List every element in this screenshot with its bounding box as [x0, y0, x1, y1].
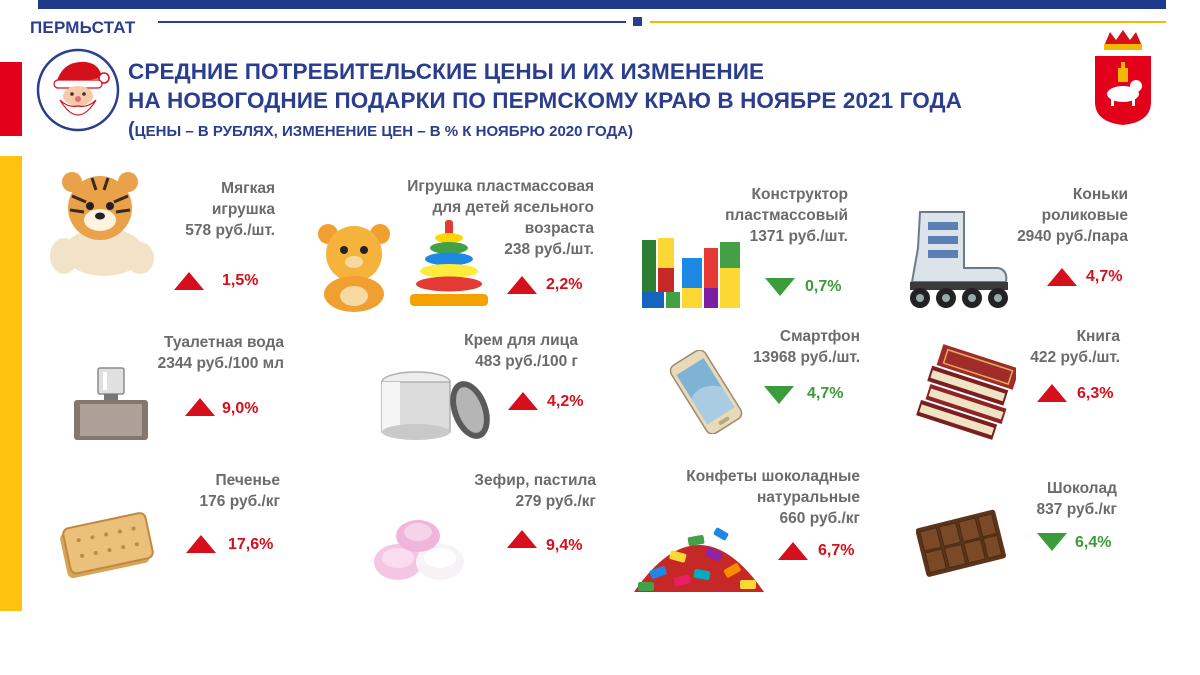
item-price: 660 руб./кг	[779, 510, 860, 527]
item-name: для детей ясельного	[432, 199, 594, 216]
item-price: 13968 руб./шт.	[753, 349, 860, 366]
item-label-chocolate: Шоколад 837 руб./кг	[1037, 478, 1117, 520]
chocolate-bar-icon	[916, 509, 1006, 577]
books-icon	[916, 344, 1016, 440]
increase-arrow-icon	[1037, 384, 1067, 402]
decrease-arrow-icon	[765, 278, 795, 296]
title-line-1: СРЕДНИЕ ПОТРЕБИТЕЛЬСКИЕ ЦЕНЫ И ИХ ИЗМЕНЕ…	[128, 59, 765, 84]
item-name: Книга	[1076, 328, 1120, 345]
item-change: 6,4%	[1075, 534, 1112, 551]
item-change: 9,4%	[546, 537, 583, 554]
decrease-arrow-icon	[764, 386, 794, 404]
perfume-bottle-icon	[74, 367, 148, 440]
item-price: 279 руб./кг	[515, 493, 596, 510]
item-label-roller-skates: Коньки роликовые 2940 руб./пара	[1017, 184, 1128, 247]
increase-arrow-icon	[1047, 268, 1077, 286]
item-name: натуральные	[756, 489, 860, 506]
item-name: роликовые	[1041, 207, 1128, 224]
item-name: Печенье	[215, 472, 280, 489]
item-change: 0,7%	[805, 278, 842, 295]
smartphone-icon	[669, 350, 743, 434]
item-price: 483 руб./100 г	[475, 353, 578, 370]
candies-icon	[634, 527, 764, 592]
item-price: 837 руб./кг	[1036, 501, 1117, 518]
page-subtitle: (ЦЕНЫ – В РУБЛЯХ, ИЗМЕНЕНИЕ ЦЕН – В % К …	[128, 119, 633, 142]
item-change: 4,7%	[807, 385, 844, 402]
item-name: Конфеты шоколадные	[686, 468, 860, 485]
biscuits-icon	[60, 512, 154, 579]
subtitle-text: ЦЕНЫ – В РУБЛЯХ, ИЗМЕНЕНИЕ ЦЕН – В % К Н…	[134, 123, 633, 140]
item-name: Коньки	[1072, 186, 1128, 203]
item-label-plush-toy: Мягкая игрушка 578 руб./шт.	[185, 178, 275, 241]
santa-logo-icon	[36, 48, 120, 132]
left-accent-red	[0, 62, 22, 136]
roller-skate-icon	[910, 211, 1008, 308]
increase-arrow-icon	[174, 272, 204, 290]
item-name: Шоколад	[1047, 480, 1117, 497]
item-label-face-cream: Крем для лица 483 руб./100 г	[464, 330, 578, 372]
item-name: Конструктор	[751, 186, 848, 203]
toy-bear-pyramid-icon	[318, 220, 488, 312]
item-price: 578 руб./шт.	[185, 222, 275, 239]
item-label-book: Книга 422 руб./шт.	[1030, 326, 1120, 368]
decrease-arrow-icon	[1037, 533, 1067, 551]
header-divider-gold	[650, 21, 1166, 23]
header-divider-square	[633, 17, 642, 26]
item-name: Туалетная вода	[164, 334, 284, 351]
item-label-marshmallow: Зефир, пастила 279 руб./кг	[474, 470, 596, 512]
item-change: 4,2%	[547, 393, 584, 410]
increase-arrow-icon	[507, 276, 537, 294]
item-change: 4,7%	[1086, 268, 1123, 285]
item-name: Зефир, пастила	[474, 472, 596, 489]
item-label-biscuits: Печенье 176 руб./кг	[200, 470, 280, 512]
item-price: 238 руб./шт.	[504, 241, 594, 258]
item-change: 2,2%	[546, 276, 583, 293]
brand-name: ПЕРМЬСТАТ	[30, 18, 136, 37]
item-name: Крем для лица	[464, 332, 578, 349]
item-name: Смартфон	[779, 328, 860, 345]
marshmallow-icon	[374, 520, 464, 580]
building-blocks-icon	[642, 238, 740, 308]
page-title: СРЕДНИЕ ПОТРЕБИТЕЛЬСКИЕ ЦЕНЫ И ИХ ИЗМЕНЕ…	[128, 57, 962, 115]
item-price: 2940 руб./пара	[1017, 228, 1128, 245]
item-label-plastic-toy: Игрушка пластмассовая для детей ясельног…	[407, 176, 594, 260]
increase-arrow-icon	[778, 542, 808, 560]
title-line-2: НА НОВОГОДНИЕ ПОДАРКИ ПО ПЕРМСКОМУ КРАЮ …	[128, 88, 962, 113]
plush-tiger-icon	[50, 172, 154, 276]
item-name: Игрушка пластмассовая	[407, 178, 594, 195]
item-name: возраста	[524, 220, 594, 237]
item-name: игрушка	[211, 201, 275, 218]
cream-jar-icon	[381, 371, 490, 440]
left-accent-yellow	[0, 156, 22, 611]
item-label-toilet-water: Туалетная вода 2344 руб./100 мл	[158, 332, 284, 374]
perm-coat-of-arms-icon	[1095, 30, 1151, 125]
item-change: 9,0%	[222, 400, 259, 417]
increase-arrow-icon	[508, 392, 538, 410]
subtitle-paren: (	[128, 119, 135, 141]
top-bar	[38, 0, 1166, 9]
item-label-constructor: Конструктор пластмассовый 1371 руб./шт.	[725, 184, 848, 247]
item-label-smartphone: Смартфон 13968 руб./шт.	[753, 326, 860, 368]
item-price: 422 руб./шт.	[1030, 349, 1120, 366]
increase-arrow-icon	[185, 398, 215, 416]
increase-arrow-icon	[186, 535, 216, 553]
item-change: 1,5%	[222, 272, 259, 289]
item-change: 6,7%	[818, 542, 855, 559]
item-price: 176 руб./кг	[199, 493, 280, 510]
item-name: Мягкая	[221, 180, 275, 197]
item-change: 6,3%	[1077, 385, 1114, 402]
item-change: 17,6%	[228, 536, 274, 553]
increase-arrow-icon	[507, 530, 537, 548]
item-price: 1371 руб./шт.	[749, 228, 848, 245]
item-name: пластмассовый	[725, 207, 848, 224]
item-price: 2344 руб./100 мл	[157, 355, 284, 372]
header-divider-blue	[158, 21, 626, 23]
item-label-chocolate-candies: Конфеты шоколадные натуральные 660 руб./…	[686, 466, 860, 529]
